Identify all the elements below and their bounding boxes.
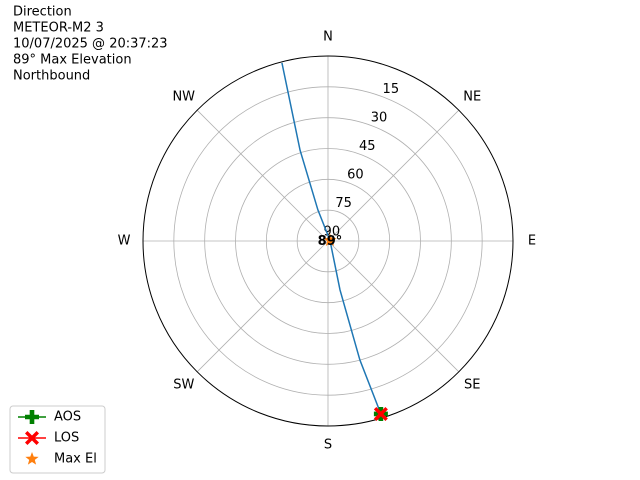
annotation-line: Northbound: [13, 69, 90, 84]
direction-label: SW: [173, 378, 194, 393]
grid-spoke: [327, 109, 460, 242]
direction-label: NE: [463, 89, 481, 104]
annotation-line: 89° Max Elevation: [13, 53, 132, 68]
r-tick-label: 45: [359, 139, 376, 154]
value-label: 89°: [318, 234, 343, 249]
annotation-line: METEOR-M2 3: [13, 21, 104, 36]
legend-marker: [25, 452, 39, 465]
legend-label: Max El: [54, 452, 97, 467]
grid-spoke: [327, 240, 460, 373]
direction-label: W: [118, 234, 131, 249]
outer-circle: [142, 55, 514, 427]
r-tick-label: 60: [347, 167, 364, 182]
direction-label: S: [324, 438, 332, 453]
annotation-line: 10/07/2025 @ 20:37:23: [13, 37, 168, 52]
direction-label: NW: [172, 89, 195, 104]
legend-marker: [25, 410, 39, 424]
r-tick-label: 30: [371, 110, 388, 125]
legend-marker: [25, 431, 39, 445]
marker-x: [373, 406, 388, 421]
grid-spoke: [196, 109, 329, 242]
r-tick-label: 75: [335, 196, 352, 211]
marker-star: [323, 233, 337, 247]
grid-spoke: [196, 240, 329, 373]
legend-label: LOS: [54, 431, 79, 446]
legend-label: AOS: [54, 410, 81, 425]
annotation-line: Direction: [13, 5, 72, 20]
direction-label: E: [528, 234, 536, 249]
direction-label: SE: [464, 378, 480, 393]
r-tick-label: 15: [383, 82, 400, 97]
direction-label: N: [323, 30, 333, 45]
